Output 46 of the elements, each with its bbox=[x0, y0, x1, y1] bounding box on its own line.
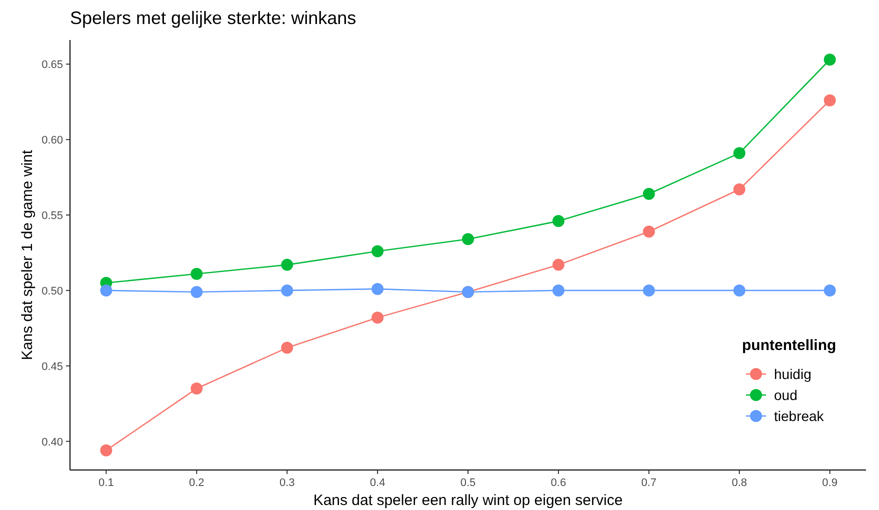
y-tick-label: 0.60 bbox=[42, 134, 63, 147]
y-tick-label: 0.40 bbox=[42, 436, 63, 448]
point bbox=[552, 284, 564, 296]
x-tick-label: 0.1 bbox=[98, 477, 114, 489]
point bbox=[100, 444, 112, 456]
point bbox=[372, 245, 384, 258]
x-tick-label: 0.8 bbox=[732, 477, 748, 489]
legend-label: oud bbox=[774, 387, 798, 403]
y-tick-label: 0.55 bbox=[42, 210, 63, 222]
legend-title: puntentelling bbox=[742, 337, 836, 354]
y-tick-label: 0.45 bbox=[42, 360, 63, 373]
x-tick-label: 0.7 bbox=[641, 477, 657, 489]
y-tick-label: 0.50 bbox=[42, 285, 63, 298]
point bbox=[190, 286, 203, 298]
x-tick-label: 0.2 bbox=[188, 477, 204, 489]
point bbox=[462, 233, 474, 246]
point bbox=[372, 312, 384, 324]
x-tick-label: 0.3 bbox=[279, 477, 295, 489]
point bbox=[100, 284, 112, 296]
x-tick-label: 0.6 bbox=[550, 477, 566, 489]
legend-label: huidig bbox=[774, 366, 812, 382]
y-tick-label: 0.65 bbox=[42, 59, 63, 72]
legend-label: tiebreak bbox=[774, 408, 825, 424]
point bbox=[281, 284, 294, 296]
point bbox=[733, 147, 746, 160]
point bbox=[190, 268, 203, 280]
x-tick-label: 0.4 bbox=[370, 477, 386, 489]
point bbox=[552, 215, 564, 228]
point bbox=[733, 183, 746, 196]
point bbox=[190, 382, 203, 395]
chart-title: Spelers met gelijke sterkte: winkans bbox=[70, 8, 356, 28]
point bbox=[642, 226, 655, 238]
y-axis-title: Kans dat speler 1 de game wint bbox=[19, 149, 36, 360]
point bbox=[372, 282, 384, 295]
point bbox=[824, 94, 836, 106]
point bbox=[733, 284, 746, 296]
point bbox=[824, 54, 836, 66]
point bbox=[642, 188, 655, 200]
point bbox=[552, 258, 564, 271]
point bbox=[824, 284, 836, 296]
x-axis-title: Kans dat speler een rally wint op eigen service bbox=[313, 492, 623, 509]
point bbox=[281, 258, 294, 271]
point bbox=[281, 342, 294, 354]
x-tick-label: 0.9 bbox=[822, 477, 838, 489]
x-tick-label: 0.5 bbox=[460, 477, 476, 489]
point bbox=[642, 284, 655, 296]
